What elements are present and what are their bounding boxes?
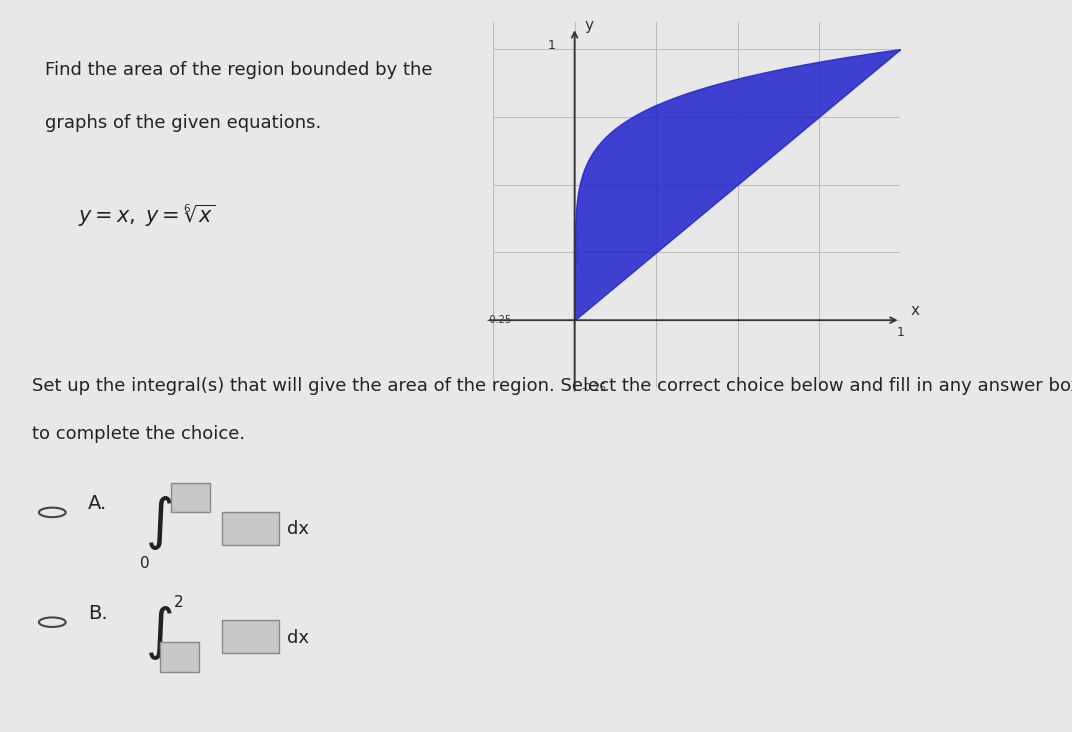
Text: to complete the choice.: to complete the choice. bbox=[32, 425, 244, 443]
Text: $\int$: $\int$ bbox=[145, 604, 173, 662]
Text: A.: A. bbox=[88, 494, 107, 512]
Text: 1: 1 bbox=[896, 326, 905, 340]
FancyBboxPatch shape bbox=[222, 512, 279, 545]
Text: y: y bbox=[584, 18, 594, 33]
Text: B.: B. bbox=[88, 604, 108, 622]
Text: 2: 2 bbox=[174, 594, 183, 610]
Text: $\int$: $\int$ bbox=[145, 494, 173, 553]
Text: dx: dx bbox=[287, 629, 309, 646]
Text: Find the area of the region bounded by the: Find the area of the region bounded by t… bbox=[45, 61, 432, 80]
Text: -0.25: -0.25 bbox=[581, 383, 607, 393]
FancyBboxPatch shape bbox=[161, 643, 199, 672]
FancyBboxPatch shape bbox=[170, 483, 210, 512]
Text: -0.25: -0.25 bbox=[487, 315, 511, 325]
Text: $y=x,\; y=\sqrt[6]{x}$: $y=x,\; y=\sqrt[6]{x}$ bbox=[78, 203, 215, 229]
Text: x: x bbox=[910, 303, 920, 318]
FancyBboxPatch shape bbox=[222, 621, 279, 653]
Text: graphs of the given equations.: graphs of the given equations. bbox=[45, 114, 322, 132]
Text: dx: dx bbox=[287, 520, 309, 538]
Text: 1: 1 bbox=[548, 39, 555, 52]
Text: Set up the integral(s) that will give the area of the region. Select the correct: Set up the integral(s) that will give th… bbox=[32, 377, 1072, 395]
Text: 0: 0 bbox=[139, 556, 149, 571]
